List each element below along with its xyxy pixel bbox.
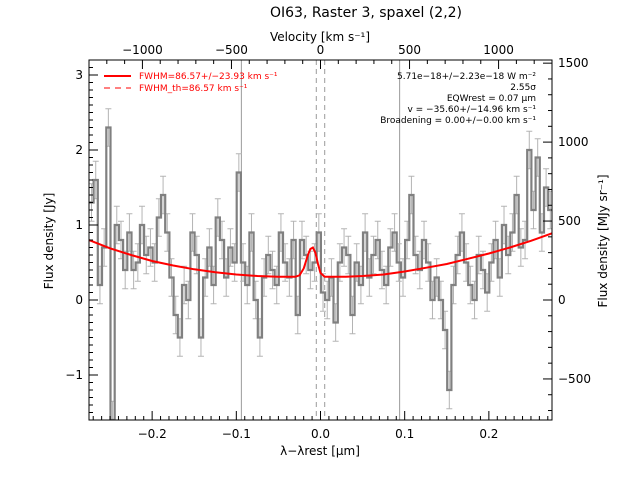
x-axis-label: λ−λrest [μm]: [280, 444, 360, 458]
y-tick-label: 0: [75, 293, 83, 307]
x-tick-label: −0.2: [138, 427, 167, 441]
y-axis-label: Flux density [Jy]: [42, 193, 56, 290]
fit-line: [89, 232, 552, 278]
legend-label-1: FWHM_th=86.57 km s⁻¹: [139, 84, 248, 94]
right-axis-label: Flux density [MJy sr⁻¹]: [596, 174, 610, 307]
annotation-4: Broadening = 0.00+/−0.00 km s⁻¹: [380, 116, 536, 126]
y-tick-label: 2: [75, 143, 83, 157]
x-tick-label: −0.1: [222, 427, 251, 441]
data-step-line: [89, 126, 552, 420]
right-tick-label: 1000: [558, 135, 589, 149]
x-tick-label: 0.1: [395, 427, 414, 441]
legend: FWHM=86.57+/−23.93 km s⁻¹ FWHM_th=86.57 k…: [104, 72, 278, 94]
chart-title: OI63, Raster 3, spaxel (2,2): [270, 5, 462, 21]
top-tick-label: −1000: [122, 43, 163, 57]
annotation-3: v = −35.60+/−14.96 km s⁻¹: [407, 105, 536, 115]
y-tick-label: −1: [65, 368, 83, 382]
x-tick-label: 0.0: [311, 427, 330, 441]
y-tick-label: 1: [75, 218, 83, 232]
top-tick-label: 0: [317, 43, 325, 57]
legend-label-0: FWHM=86.57+/−23.93 km s⁻¹: [139, 72, 278, 82]
annotation-0: 5.71e−18+/−2.23e−18 W m⁻²: [397, 72, 536, 82]
top-axis-label: Velocity [km s⁻¹]: [270, 30, 370, 44]
right-tick-label: −500: [558, 372, 591, 386]
right-tick-label: 1500: [558, 56, 589, 70]
plot-area: −0.2 −0.1 0.0 0.1 0.2 −1000 −500 0 500 1000 −1 0 1 2 3…: [65, 43, 591, 441]
y-tick-label: 3: [75, 68, 83, 82]
right-tick-label: 500: [558, 214, 581, 228]
x-tick-label: 0.2: [479, 427, 498, 441]
top-tick-label: 500: [398, 43, 421, 57]
annotation-1: 2.55σ: [510, 83, 536, 93]
top-tick-label: 1000: [483, 43, 514, 57]
top-tick-label: −500: [215, 43, 248, 57]
right-tick-label: 0: [558, 293, 566, 307]
annotation-2: EQWrest = 0.07 μm: [447, 94, 536, 104]
